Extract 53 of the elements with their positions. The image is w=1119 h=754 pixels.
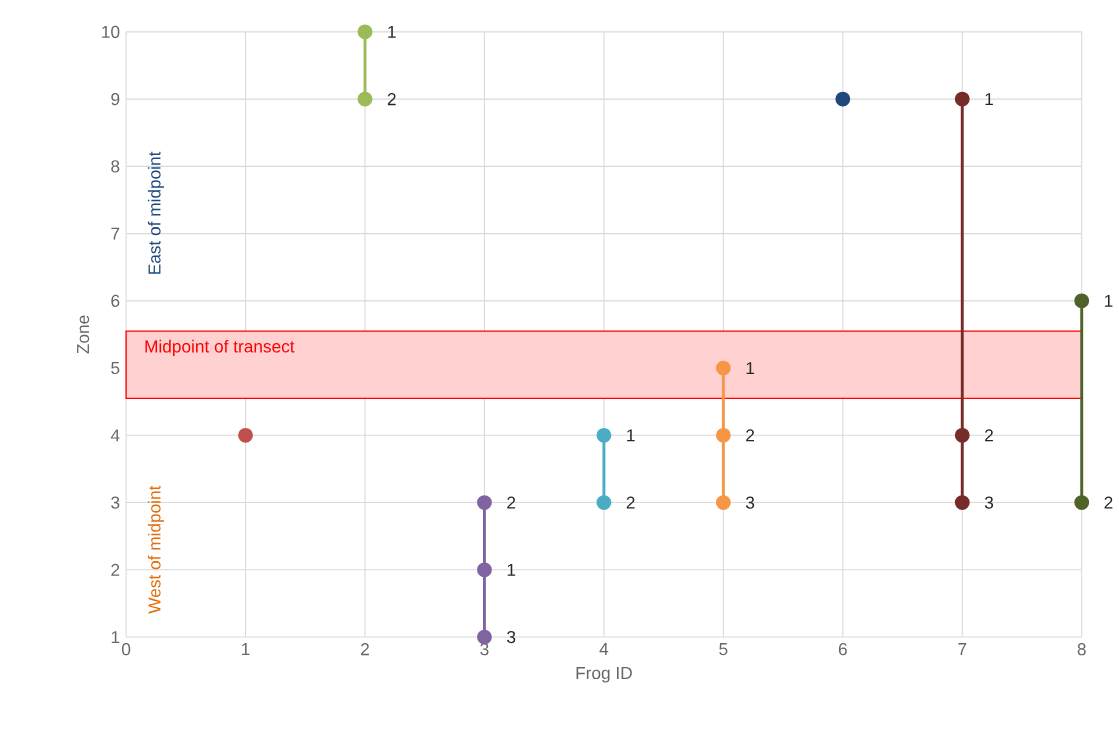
annotation: East of midpoint	[147, 151, 164, 274]
y-axis-title: Zone	[77, 315, 90, 354]
annotation: 3	[507, 631, 516, 644]
annotation: West of midpoint	[147, 485, 164, 614]
annotation: 1	[1104, 294, 1113, 307]
annotation: 3	[984, 496, 994, 509]
annotation: 1	[627, 429, 635, 442]
point	[357, 24, 373, 40]
point	[238, 427, 253, 443]
annotation: 1	[388, 26, 396, 38]
annotation: 2	[626, 496, 635, 509]
annotation: 2	[1104, 496, 1113, 509]
y-tick-label: 6	[111, 294, 120, 308]
x-tick-label: 1	[242, 643, 250, 656]
annotation: 2	[387, 93, 396, 106]
y-tick-label: 10	[102, 25, 120, 39]
annotation: 2	[985, 429, 993, 442]
y-tick-label: 2	[111, 563, 120, 576]
annotation: 2	[746, 429, 755, 442]
y-tick-label: 3	[111, 496, 120, 509]
y-tick-label: 9	[111, 93, 120, 106]
x-tick-label: 5	[719, 643, 728, 656]
x-tick-label: 0	[121, 643, 131, 656]
point	[596, 427, 612, 443]
x-tick-label: 7	[958, 643, 967, 656]
point	[596, 495, 612, 511]
x-tick-label: 8	[1077, 643, 1086, 656]
point	[715, 495, 731, 511]
point	[954, 495, 970, 511]
point	[835, 91, 851, 107]
annotation: 3	[745, 496, 755, 509]
y-tick-label: 1	[111, 631, 120, 644]
y-tick-label: 8	[111, 160, 120, 173]
band-label: Midpoint of transect	[145, 339, 295, 357]
point	[954, 91, 970, 107]
x-axis-title: Frog ID	[576, 667, 632, 683]
point	[357, 91, 373, 107]
point	[715, 427, 731, 443]
y-tick-label: 4	[110, 429, 120, 442]
annotation: 1	[746, 362, 755, 375]
point	[715, 360, 731, 376]
point	[954, 427, 970, 443]
annotation: 1	[985, 93, 993, 106]
x-tick-label: 4	[599, 643, 609, 656]
point	[477, 562, 492, 578]
y-tick-label: 7	[111, 227, 120, 240]
point	[477, 495, 492, 511]
point	[477, 629, 492, 645]
x-tick-label: 2	[361, 643, 369, 656]
annotation: 1	[507, 563, 516, 576]
annotation: 2	[507, 496, 516, 509]
x-tick-label: 6	[838, 643, 847, 656]
y-tick-label: 5	[111, 362, 120, 375]
